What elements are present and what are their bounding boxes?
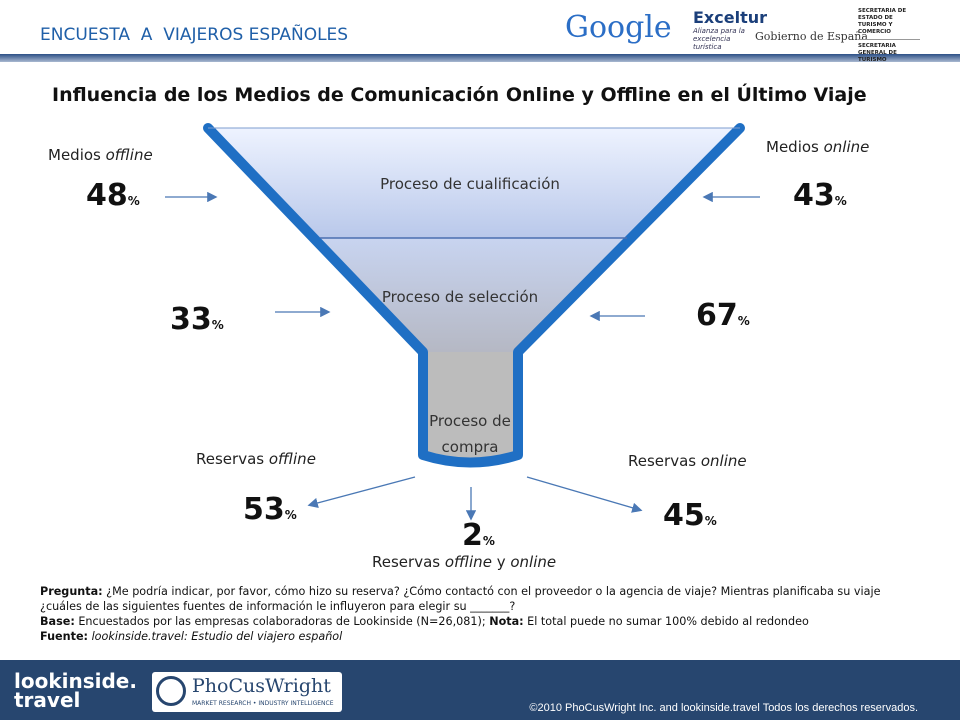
funnel-top (208, 128, 740, 238)
text: compra (441, 438, 499, 456)
stat: 53% (243, 492, 297, 527)
header-title: ENCUESTA A VIAJEROS ESPAÑOLES (40, 25, 349, 45)
text: Fuente: (40, 630, 89, 643)
stat: 2% (462, 518, 495, 553)
logo-gobierno: Gobierno de España (755, 30, 868, 43)
footer: lookinside. travel PhoCusWright MARKET RE… (0, 660, 960, 720)
arrow (526, 476, 643, 513)
logo-phocuswright: PhoCusWright MARKET RESEARCH • INDUSTRY … (152, 672, 342, 712)
logo-google: Google (565, 10, 672, 45)
value: 67 (696, 298, 738, 333)
text: Reservas (628, 452, 701, 470)
text: ¿Me podría indicar, por favor, cómo hizo… (40, 585, 881, 613)
logo-lookinside: lookinside. travel (14, 669, 137, 712)
text: online (823, 138, 870, 156)
stat: 67% (696, 298, 750, 333)
stat: 45% (663, 498, 717, 533)
text: travel (14, 688, 81, 712)
funnel-outline (203, 123, 745, 468)
unit: % (704, 514, 717, 528)
funnel-neck (423, 352, 518, 463)
value: 45 (663, 498, 705, 533)
logo-text: SECRETARIA DE ESTADO DE TURISMO Y COMERC… (858, 8, 920, 40)
funnel-diagram (165, 123, 760, 521)
header-bar (0, 54, 960, 62)
unit: % (284, 508, 297, 522)
text: Reservas (372, 553, 445, 571)
text: offline (444, 553, 492, 571)
value: 33 (170, 302, 212, 337)
text: Medios (766, 138, 824, 156)
logo-secretaria: SECRETARIA DE ESTADO DE TURISMO Y COMERC… (858, 8, 920, 64)
funnel-middle (320, 238, 627, 352)
text: Pregunta: (40, 585, 103, 598)
text: offline (105, 146, 153, 164)
text: Medios (48, 146, 106, 164)
text: online (510, 553, 557, 571)
stage-label: Proceso de cualificación (380, 175, 560, 193)
text: y (491, 553, 511, 571)
main-title: Influencia de los Medios de Comunicación… (52, 84, 867, 106)
logo-text: Alianza para la excelencia turística (693, 27, 745, 51)
value: 2 (462, 518, 483, 553)
text: lookinside.travel: Estudio del viajero e… (91, 630, 343, 643)
note: Pregunta: ¿Me podría indicar, por favor,… (40, 584, 920, 614)
unit: % (834, 194, 847, 208)
booking-label: Reservas online (628, 452, 747, 470)
stage-label: Proceso de selección (381, 288, 539, 306)
value: 43 (793, 178, 835, 213)
logo-mark (156, 676, 186, 706)
arrows (165, 191, 760, 521)
logo-exceltur: Exceltur Alianza para la excelencia turí… (665, 8, 767, 51)
value: 53 (243, 492, 285, 527)
stat: 48% (86, 178, 140, 213)
text: PhoCusWright (192, 675, 331, 697)
unit: % (737, 314, 750, 328)
notes: Pregunta: ¿Me podría indicar, por favor,… (40, 584, 920, 644)
arrow (307, 476, 416, 509)
booking-label: Reservas offline y online (372, 553, 556, 571)
text: Base: (40, 615, 75, 628)
header: ENCUESTA A VIAJEROS ESPAÑOLES Google Exc… (0, 0, 960, 64)
text: MARKET RESEARCH • INDUSTRY INTELLIGENCE (192, 700, 334, 707)
column-label: Medios offline (48, 146, 153, 164)
note: Fuente: lookinside.travel: Estudio del v… (40, 629, 920, 644)
logo-text: SECRETARIA GENERAL DE TURISMO (858, 43, 897, 63)
stat: 43% (793, 178, 847, 213)
column-label: Medios online (766, 138, 869, 156)
booking-label: Reservas offline (196, 450, 316, 468)
text: Proceso de (429, 412, 511, 430)
text: offline (268, 450, 316, 468)
text: El total puede no sumar 100% debido al r… (523, 615, 809, 628)
logo-text: Exceltur (693, 8, 767, 27)
unit: % (211, 318, 224, 332)
unit: % (127, 194, 140, 208)
text: Reservas (196, 450, 269, 468)
copyright: ©2010 PhoCusWright Inc. and lookinside.t… (529, 702, 918, 714)
unit: % (482, 534, 495, 548)
text: lookinside. (14, 669, 137, 693)
text: online (700, 452, 747, 470)
stage-label: Proceso de compra (410, 408, 530, 460)
text: Nota: (489, 615, 524, 628)
text: Encuestados por las empresas colaborador… (74, 615, 490, 628)
note: Base: Encuestados por las empresas colab… (40, 614, 920, 629)
value: 48 (86, 178, 128, 213)
stat: 33% (170, 302, 224, 337)
